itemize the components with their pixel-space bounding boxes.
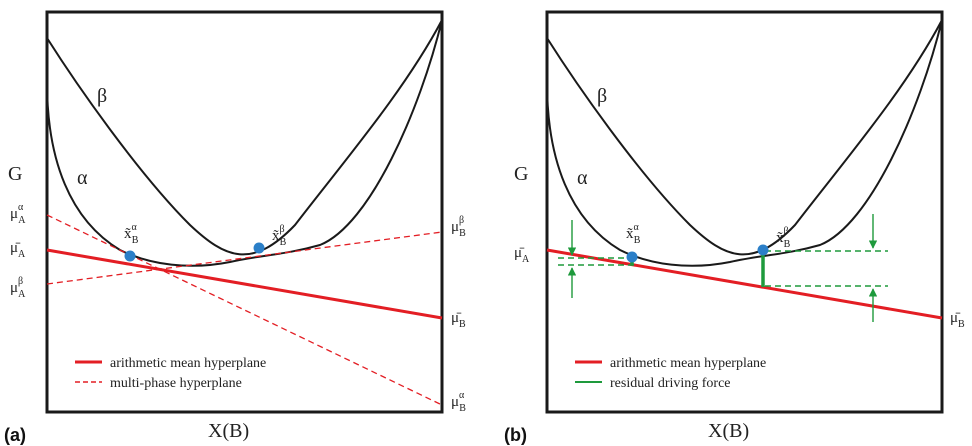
panel-a-beta-label: β: [97, 85, 107, 107]
panel-b-point-beta-label: x̃β B: [776, 226, 791, 250]
panel-b-beta-label: β: [597, 85, 607, 107]
panel-a-mu-a-mean-label: μ̄A: [10, 240, 26, 260]
panel-b-mean-hyperplane: [546, 248, 943, 320]
panel-a-mu-a-alpha-label: μα A: [10, 202, 26, 226]
panel-a-legend: arithmetic mean hyperplane multi-phase h…: [75, 356, 266, 391]
panel-a-y-axis-label: G: [8, 163, 22, 185]
panel-a-mu-b-alpha-label: μα B: [451, 390, 466, 414]
panel-a-alpha-label: α: [77, 167, 88, 189]
panel-a-mean-hyperplane: [46, 248, 443, 320]
panel-b-alpha-curve: [546, 19, 943, 267]
panel-b-legend: arithmetic mean hyperplane residual driv…: [575, 356, 766, 391]
panel-a-point-beta-label: x̃β B: [272, 224, 287, 248]
panel-a-mu-a-beta-label: μβ A: [10, 276, 26, 300]
panel-b: β α G x̃α B x̃β B μ̄A μ̄B arithmetic mean …: [504, 10, 965, 445]
panel-a-letter: (a): [4, 425, 26, 445]
panel-b-mu-a-mean-label: μ̄A: [514, 245, 530, 265]
panel-b-beta-curve: [546, 19, 943, 256]
panel-a-beta-hyperplane: [46, 231, 443, 285]
panel-b-frame: [545, 10, 944, 414]
panel-a: β α G x̃α B x̃β B μα A μ̄A μβ A μβ B μ̄B μα B: [4, 10, 466, 445]
panel-a-mu-b-beta-label: μβ B: [451, 215, 466, 239]
panel-a-alpha-hyperplane: [46, 214, 443, 406]
panel-a-beta-curve: [46, 19, 443, 256]
panel-b-legend-residual: residual driving force: [610, 376, 731, 391]
panel-a-mu-b-mean-label: μ̄B: [451, 310, 466, 330]
panel-a-point-beta: [253, 242, 265, 254]
panel-a-legend-multiphase: multi-phase hyperplane: [110, 376, 242, 391]
panel-b-letter: (b): [504, 425, 527, 445]
panel-a-point-alpha: [124, 250, 136, 262]
panel-b-point-alpha: [626, 251, 638, 263]
panel-b-y-axis-label: G: [514, 163, 528, 185]
panel-a-frame: [45, 10, 444, 414]
panel-b-point-beta: [757, 244, 769, 256]
panel-b-mu-b-mean-label: μ̄B: [950, 310, 965, 330]
panel-b-point-alpha-label: x̃α B: [626, 222, 641, 246]
panel-a-alpha-curve: [46, 19, 443, 267]
panel-a-legend-mean: arithmetic mean hyperplane: [110, 356, 266, 371]
panel-a-point-alpha-label: x̃α B: [124, 222, 139, 246]
panel-b-alpha-label: α: [577, 167, 588, 189]
panel-b-legend-mean: arithmetic mean hyperplane: [610, 356, 766, 371]
panel-b-x-axis-label: X(B): [708, 420, 749, 442]
panel-a-x-axis-label: X(B): [208, 420, 249, 442]
